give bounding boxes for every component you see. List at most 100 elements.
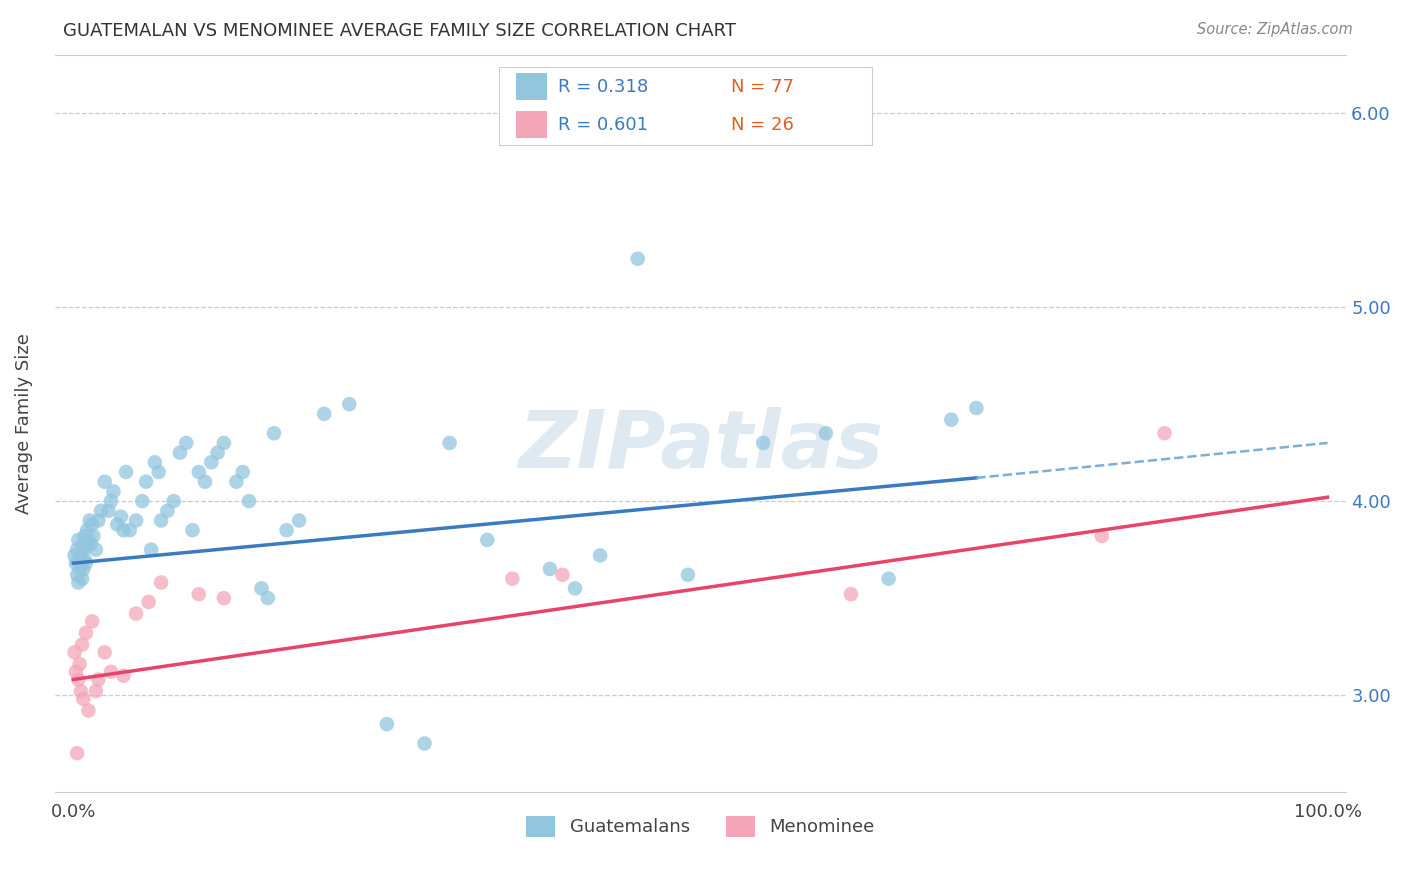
Point	[238, 494, 260, 508]
Point	[135, 475, 157, 489]
Point	[163, 494, 186, 508]
Point	[877, 572, 900, 586]
Point	[63, 645, 86, 659]
Text: ZIPatlas: ZIPatlas	[517, 407, 883, 484]
Point	[225, 475, 247, 489]
Point	[413, 737, 436, 751]
Point	[169, 445, 191, 459]
Point	[82, 529, 104, 543]
Point	[70, 549, 93, 563]
Point	[84, 542, 107, 557]
Point	[263, 426, 285, 441]
Point	[200, 455, 222, 469]
Point	[72, 692, 94, 706]
Point	[477, 533, 499, 547]
Point	[232, 465, 254, 479]
Point	[551, 567, 574, 582]
Point	[564, 582, 586, 596]
Point	[110, 509, 132, 524]
Point	[65, 665, 87, 679]
Point	[375, 717, 398, 731]
Point	[66, 746, 89, 760]
Text: R = 0.601: R = 0.601	[558, 116, 648, 134]
Point	[82, 615, 104, 629]
Point	[138, 595, 160, 609]
Point	[1153, 426, 1175, 441]
Point	[501, 572, 523, 586]
Point	[752, 436, 775, 450]
Point	[1091, 529, 1114, 543]
Point	[131, 494, 153, 508]
Point	[187, 587, 209, 601]
Point	[69, 552, 91, 566]
Point	[80, 537, 103, 551]
Point	[75, 541, 97, 555]
Point	[65, 556, 87, 570]
Point	[256, 591, 278, 605]
Point	[75, 556, 97, 570]
Point	[105, 517, 128, 532]
Point	[212, 436, 235, 450]
Point	[965, 401, 987, 415]
Point	[72, 562, 94, 576]
Point	[125, 514, 148, 528]
Point	[115, 465, 138, 479]
Point	[143, 455, 166, 469]
Point	[156, 504, 179, 518]
Point	[73, 552, 96, 566]
Point	[314, 407, 336, 421]
Point	[75, 626, 97, 640]
Point	[70, 638, 93, 652]
Point	[118, 523, 141, 537]
Point	[66, 542, 89, 557]
Text: R = 0.318: R = 0.318	[558, 78, 648, 95]
Point	[76, 523, 98, 537]
Point	[70, 684, 93, 698]
Point	[439, 436, 461, 450]
Point	[100, 665, 122, 679]
Point	[288, 514, 311, 528]
Point	[70, 572, 93, 586]
Point	[72, 537, 94, 551]
Point	[538, 562, 561, 576]
Point	[84, 684, 107, 698]
Text: GUATEMALAN VS MENOMINEE AVERAGE FAMILY SIZE CORRELATION CHART: GUATEMALAN VS MENOMINEE AVERAGE FAMILY S…	[63, 22, 737, 40]
Legend: Guatemalans, Menominee: Guatemalans, Menominee	[517, 806, 883, 846]
Point	[93, 475, 115, 489]
Point	[627, 252, 650, 266]
Point	[276, 523, 298, 537]
Point	[67, 575, 90, 590]
Point	[97, 504, 120, 518]
Point	[112, 668, 135, 682]
Point	[139, 542, 162, 557]
Point	[70, 542, 93, 557]
Point	[337, 397, 360, 411]
Point	[66, 567, 89, 582]
Point	[87, 514, 110, 528]
Point	[125, 607, 148, 621]
Point	[212, 591, 235, 605]
Point	[87, 673, 110, 687]
Point	[814, 426, 837, 441]
Point	[174, 436, 197, 450]
Point	[93, 645, 115, 659]
Text: N = 26: N = 26	[731, 116, 794, 134]
Point	[148, 465, 170, 479]
Point	[194, 475, 217, 489]
Text: Source: ZipAtlas.com: Source: ZipAtlas.com	[1197, 22, 1353, 37]
Point	[207, 445, 229, 459]
Y-axis label: Average Family Size: Average Family Size	[15, 333, 32, 514]
Point	[250, 582, 273, 596]
Point	[90, 504, 112, 518]
Point	[69, 562, 91, 576]
Point	[79, 514, 101, 528]
Point	[112, 523, 135, 537]
Point	[63, 549, 86, 563]
Point	[100, 494, 122, 508]
Point	[589, 549, 612, 563]
Point	[150, 575, 173, 590]
Point	[839, 587, 862, 601]
Point	[181, 523, 204, 537]
Point	[77, 533, 100, 547]
Point	[187, 465, 209, 479]
